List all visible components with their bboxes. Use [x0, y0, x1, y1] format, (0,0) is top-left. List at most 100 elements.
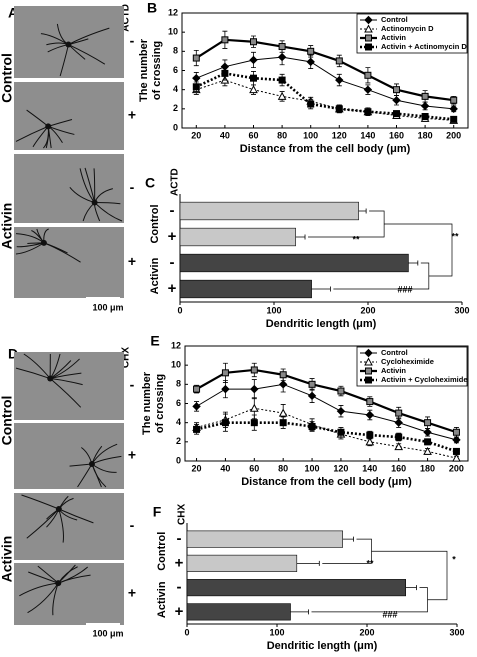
error-bar — [297, 561, 320, 566]
marker — [425, 420, 431, 426]
x-tick-label: 80 — [277, 130, 287, 140]
bar — [180, 280, 312, 298]
marker — [193, 403, 200, 410]
y-tick-label: 12 — [168, 7, 178, 17]
panel-label: C — [145, 175, 155, 191]
series-line — [197, 384, 457, 440]
scale-bar-label: 100 μm — [92, 302, 123, 312]
marker — [279, 44, 285, 50]
error-bar — [359, 209, 367, 214]
marker — [453, 429, 459, 435]
error-bar — [312, 287, 331, 292]
panel-label: B — [147, 0, 157, 16]
error-bar — [406, 585, 417, 590]
marker — [193, 84, 199, 90]
marker — [367, 432, 373, 438]
marker — [337, 408, 344, 415]
group-label: Control — [156, 532, 168, 571]
x-tick-label: 180 — [420, 463, 435, 473]
x-tick-label: 200 — [446, 130, 461, 140]
marker — [453, 436, 460, 443]
x-tick-label: 0 — [184, 627, 189, 637]
marker — [250, 86, 257, 93]
series-line — [197, 408, 457, 458]
y-tick-label: 8 — [173, 46, 178, 56]
group-label: Activin — [149, 257, 161, 294]
y-tick-label: 4 — [176, 417, 181, 427]
marker — [424, 429, 431, 436]
marker — [365, 72, 371, 78]
x-tick-label: 100 — [303, 130, 318, 140]
marker — [366, 377, 372, 383]
x-tick-label: 200 — [449, 463, 464, 473]
treatment-label: ACTD — [170, 168, 181, 196]
x-tick-label: 60 — [249, 463, 259, 473]
x-tick-label: 20 — [192, 463, 202, 473]
x-tick-label: 20 — [191, 130, 201, 140]
marker — [193, 75, 200, 82]
x-tick-label: 0 — [177, 305, 182, 315]
group-label: Control — [149, 204, 161, 243]
error-bar — [408, 261, 417, 266]
legend-label: Control — [381, 15, 408, 24]
panel-label: F — [153, 504, 162, 520]
micrograph — [14, 423, 124, 489]
marker — [365, 109, 371, 115]
marker — [366, 35, 372, 41]
panel-label: E — [150, 333, 159, 349]
error-bar — [291, 609, 309, 614]
x-tick-label: 200 — [360, 305, 375, 315]
group-label: Activin — [0, 536, 15, 583]
x-tick-label: 160 — [389, 130, 404, 140]
marker — [251, 75, 257, 81]
legend-label: Activin — [381, 366, 406, 375]
group-label: Control — [0, 53, 15, 103]
y-axis-title: of crossing — [154, 374, 166, 433]
micrograph — [14, 493, 124, 560]
marker — [396, 434, 402, 440]
significance-label: ** — [352, 234, 360, 244]
marker — [396, 410, 402, 416]
scale-bar-label: 100 μm — [92, 628, 123, 638]
marker — [194, 426, 200, 432]
marker — [251, 367, 257, 373]
marker — [222, 37, 228, 43]
x-tick-label: 80 — [278, 463, 288, 473]
marker — [308, 101, 314, 107]
micrograph — [14, 227, 124, 298]
category-label: + — [168, 228, 177, 245]
marker — [222, 420, 228, 426]
significance-label: ** — [366, 558, 374, 568]
marker — [222, 370, 228, 376]
marker — [453, 455, 460, 462]
marker — [222, 70, 228, 76]
group-label: Activin — [0, 203, 15, 250]
condition-label: - — [130, 517, 135, 533]
micrograph — [14, 82, 124, 150]
condition-label: + — [128, 253, 136, 269]
marker — [422, 114, 428, 120]
marker — [280, 372, 286, 378]
marker — [307, 58, 314, 65]
marker — [451, 97, 457, 103]
marker — [393, 97, 400, 104]
marker — [250, 56, 257, 63]
y-axis-title: of crossing — [151, 41, 163, 100]
marker — [366, 44, 372, 50]
x-tick-label: 40 — [220, 463, 230, 473]
marker — [279, 77, 285, 83]
marker — [336, 106, 342, 112]
marker — [279, 93, 286, 100]
category-label: + — [175, 554, 184, 571]
x-tick-label: 300 — [449, 627, 464, 637]
legend-label: Cycloheximide — [381, 357, 434, 366]
series-line — [196, 80, 453, 120]
y-tick-label: 4 — [173, 84, 178, 94]
condition-label: + — [128, 107, 136, 123]
significance-label: * — [452, 554, 456, 564]
bar — [180, 202, 359, 220]
y-tick-label: 10 — [168, 27, 178, 37]
legend-label: Activin + Cycloheximide — [381, 375, 468, 384]
marker — [422, 93, 428, 99]
marker — [309, 381, 315, 387]
